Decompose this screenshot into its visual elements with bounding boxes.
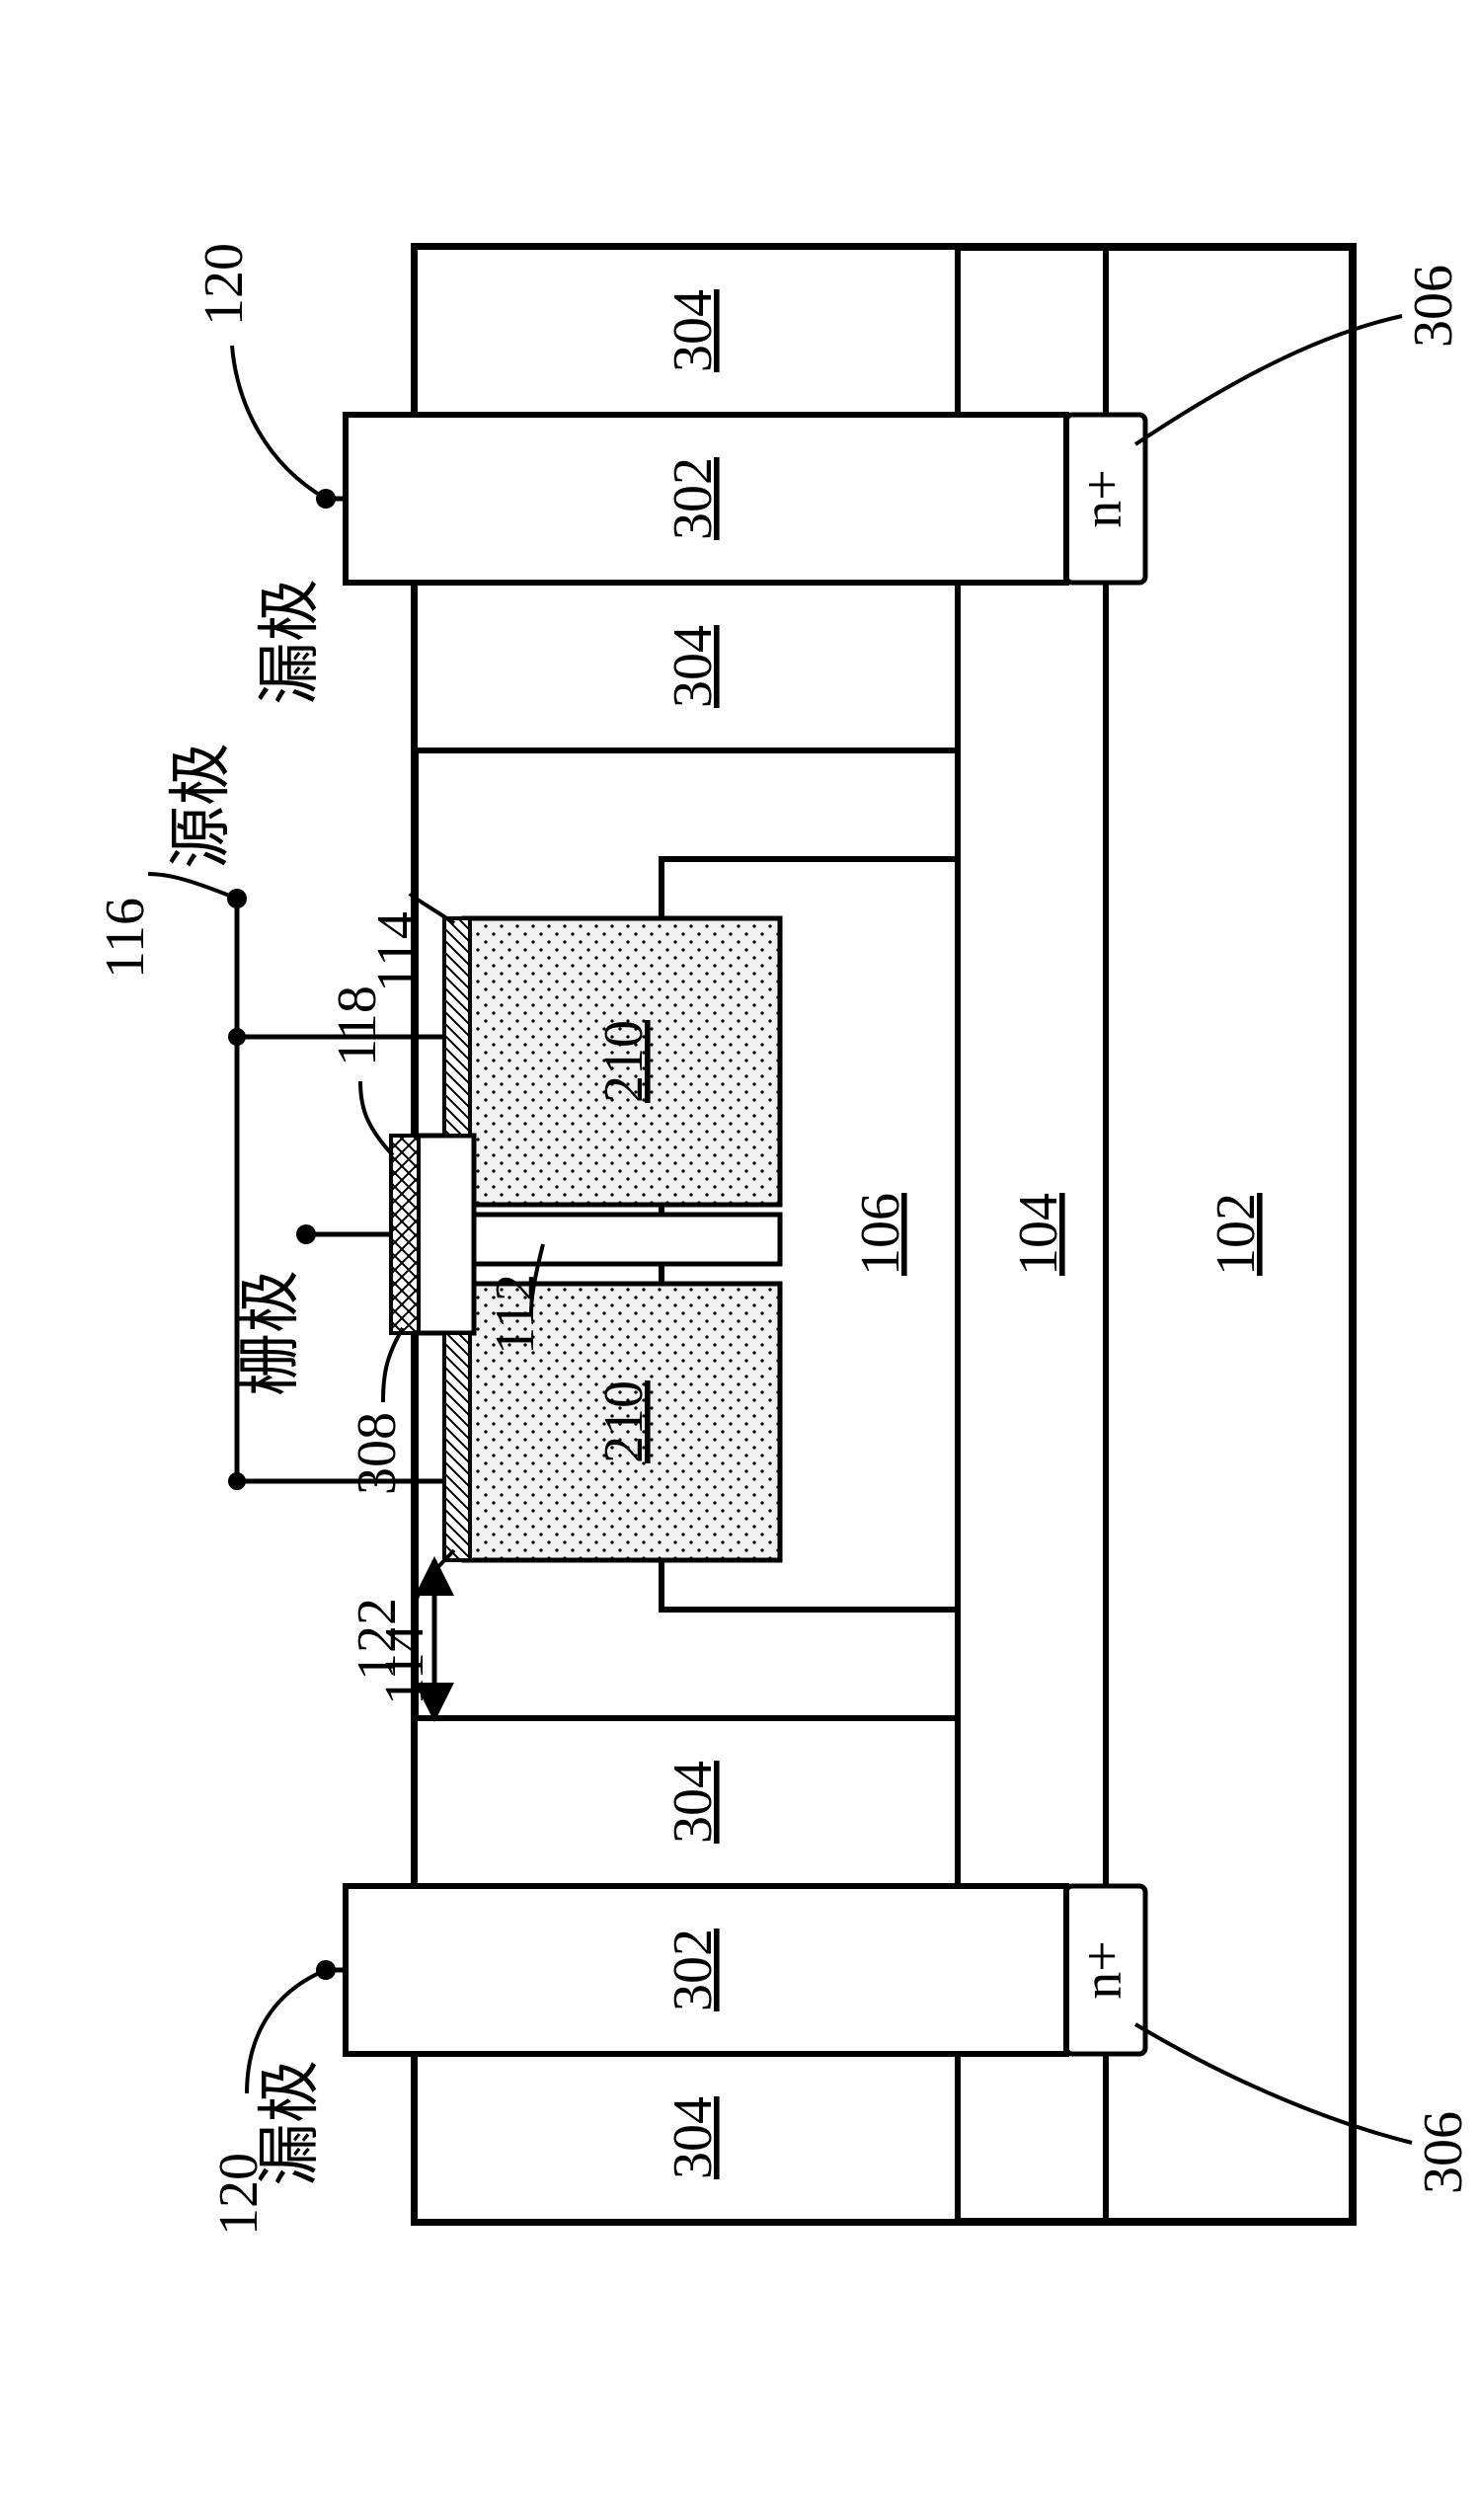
label-210-left: 210 [593, 1380, 655, 1463]
gate-308 [391, 1136, 419, 1333]
label-102: 102 [1206, 1193, 1267, 1276]
label-210-right: 210 [593, 1020, 655, 1103]
callout-306-right: 306 [1403, 265, 1464, 348]
label-304-R1: 304 [662, 625, 724, 708]
label-nplus-right: n+ [1072, 469, 1133, 528]
callout-308: 308 [347, 1412, 408, 1495]
callout-116: 116 [95, 898, 156, 979]
callout-118: 118 [327, 985, 388, 1066]
cap-114-left [444, 1333, 470, 1560]
dim-122: 122 [347, 1598, 408, 1681]
callout-112: 112 [485, 1274, 546, 1355]
label-nplus-left: n+ [1072, 1940, 1133, 2000]
label-302-L: 302 [662, 1929, 724, 2011]
callout-114-right: 114 [366, 911, 428, 992]
terminal-gate: 栅极 [235, 1270, 305, 1396]
cap-114-right [444, 918, 470, 1136]
label-304-R2: 304 [662, 289, 724, 372]
label-304-L2: 304 [662, 1761, 724, 1844]
terminal-source: 源极 [166, 743, 236, 869]
label-104: 104 [1008, 1193, 1069, 1276]
callout-306-left: 306 [1413, 2111, 1474, 2194]
terminal-drain-right: 漏极 [255, 579, 325, 705]
callout-120-right: 120 [194, 243, 255, 326]
gap-112 [474, 1215, 780, 1264]
label-302-R: 302 [662, 457, 724, 540]
label-106: 106 [850, 1193, 911, 1276]
callout-120-left: 120 [208, 2153, 270, 2236]
label-304-L1: 304 [662, 2096, 724, 2179]
